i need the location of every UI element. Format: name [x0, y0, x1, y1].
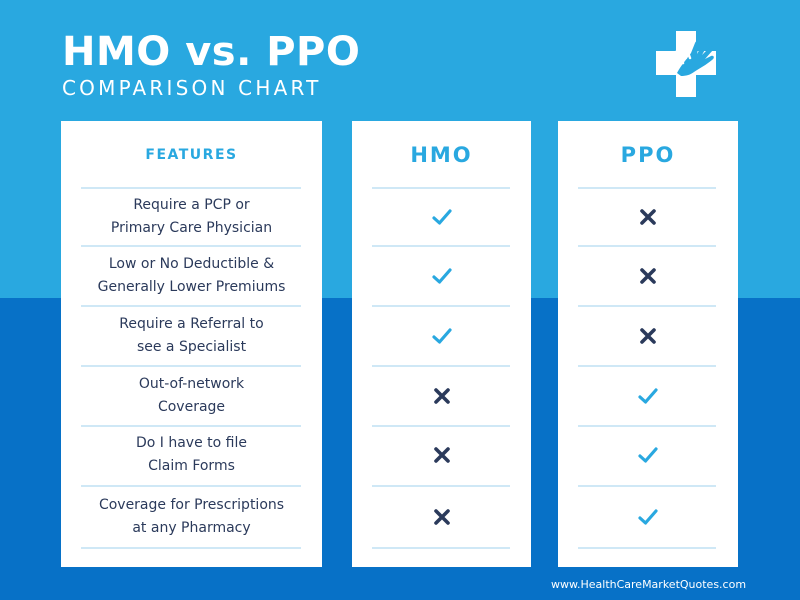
- cross-icon: [640, 328, 656, 344]
- ppo-column-header: PPO: [620, 143, 676, 167]
- ppo-cell: [558, 427, 738, 483]
- cross-icon: [640, 209, 656, 225]
- divider: [372, 187, 510, 189]
- divider: [372, 365, 510, 367]
- cross-icon: [433, 388, 450, 404]
- cross-icon: [640, 268, 656, 284]
- hmo-column-header: HMO: [410, 143, 473, 167]
- hmo-cell: [352, 189, 531, 245]
- feature-row: Require a Referral to see a Specialist: [61, 308, 322, 364]
- divider: [372, 245, 510, 247]
- feature-label: Out-of-network Coverage: [138, 376, 245, 415]
- ppo-cell: [558, 489, 738, 545]
- hmo-cell: [352, 489, 531, 545]
- divider: [81, 245, 301, 247]
- feature-label: Coverage for Prescriptions at any Pharmac…: [98, 497, 285, 536]
- divider: [81, 305, 301, 307]
- divider: [372, 547, 510, 549]
- divider: [578, 187, 716, 189]
- divider: [578, 245, 716, 247]
- divider: [81, 365, 301, 367]
- check-icon: [638, 447, 658, 463]
- hmo-cell: [352, 427, 531, 483]
- divider: [578, 365, 716, 367]
- divider: [81, 547, 301, 549]
- check-icon: [638, 509, 658, 525]
- divider: [578, 485, 716, 487]
- hmo-cell: [352, 308, 531, 364]
- feature-label: Low or No Deductible & Generally Lower Pr…: [97, 256, 286, 295]
- page-title: HMO vs. PPO: [62, 29, 361, 75]
- divider: [578, 425, 716, 427]
- ppo-cell: [558, 248, 738, 304]
- feature-row: Require a PCP or Primary Care Physician: [61, 189, 322, 245]
- divider: [372, 485, 510, 487]
- feature-row: Low or No Deductible & Generally Lower Pr…: [61, 248, 322, 304]
- feature-row: Do I have to file Claim Forms: [61, 427, 322, 483]
- feature-row: Coverage for Prescriptions at any Pharmac…: [61, 489, 322, 545]
- feature-label: Require a Referral to see a Specialist: [119, 316, 264, 355]
- medical-cross-hands-icon: [656, 31, 716, 97]
- features-column-header: FEATURES: [145, 147, 238, 163]
- page-subtitle: COMPARISON CHART: [62, 76, 322, 100]
- features-card: FEATURES Require a PCP or Primary Care Ph…: [61, 121, 322, 567]
- ppo-cell: [558, 368, 738, 424]
- feature-row: Out-of-network Coverage: [61, 368, 322, 424]
- divider: [578, 547, 716, 549]
- feature-label: Do I have to file Claim Forms: [135, 435, 247, 474]
- ppo-cell: [558, 189, 738, 245]
- hmo-card: HMO: [352, 121, 531, 567]
- hmo-cell: [352, 248, 531, 304]
- divider: [372, 305, 510, 307]
- footer-url: www.HealthCareMarketQuotes.com: [551, 578, 747, 591]
- divider: [578, 305, 716, 307]
- cross-icon: [433, 447, 450, 463]
- check-icon: [431, 268, 452, 284]
- hmo-cell: [352, 368, 531, 424]
- check-icon: [638, 388, 658, 404]
- divider: [81, 187, 301, 189]
- divider: [81, 425, 301, 427]
- ppo-card: PPO: [558, 121, 738, 567]
- cross-icon: [433, 509, 450, 525]
- feature-label: Require a PCP or Primary Care Physician: [110, 197, 273, 236]
- ppo-cell: [558, 308, 738, 364]
- check-icon: [431, 209, 452, 225]
- check-icon: [431, 328, 452, 344]
- divider: [81, 485, 301, 487]
- divider: [372, 425, 510, 427]
